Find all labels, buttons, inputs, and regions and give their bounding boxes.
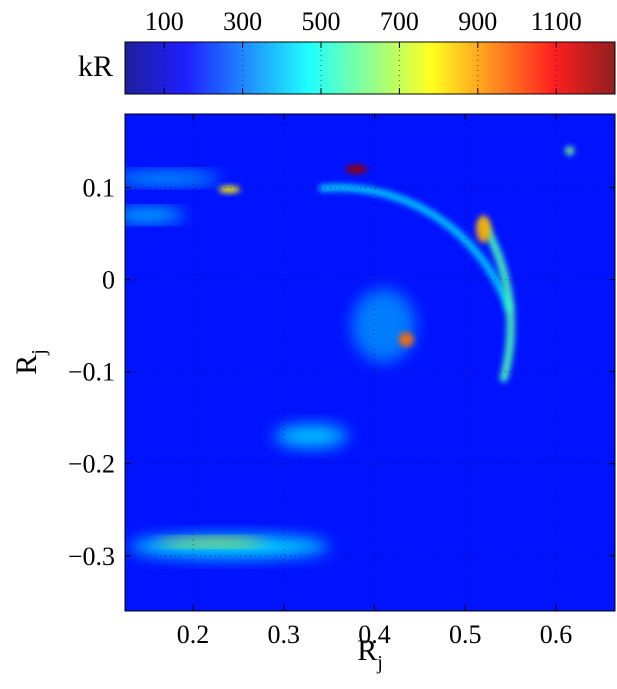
grid-lines (125, 114, 615, 611)
heatmap-background (125, 114, 615, 611)
y-tick-label: −0.2 (68, 450, 115, 479)
colorbar-label: kR (78, 50, 113, 83)
x-tick-labels: 0.2 0.3 0.4 0.5 0.6 (177, 620, 572, 649)
colorbar-tick-label: 1100 (531, 7, 582, 36)
heatmap-frame (124, 113, 616, 612)
y-tick-label: 0 (102, 266, 115, 295)
heatmap-arc (479, 220, 515, 383)
colorbar-tick-label: 900 (458, 7, 497, 36)
heatmap-features (125, 146, 575, 558)
y-tick-labels: 0.1 0 −0.1 −0.2 −0.3 (68, 174, 115, 571)
x-axis-title: Rj (357, 634, 383, 674)
x-axis-title-main: R (357, 634, 377, 667)
colorbar: 100 300 500 700 900 1100 kR (78, 7, 616, 95)
colorbar-tick-labels: 100 300 500 700 900 1100 (145, 7, 582, 36)
heatmap-blob (274, 425, 348, 448)
heatmap-blob (476, 215, 491, 243)
heatmap-blob (218, 185, 241, 194)
y-tick-label: 0.1 (83, 174, 116, 203)
x-tick-label: 0.5 (449, 620, 482, 649)
x-tick-label: 0.6 (540, 620, 573, 649)
heatmap-blob (345, 164, 368, 174)
heatmap-blob (125, 209, 184, 221)
heatmap-blob (565, 146, 575, 156)
heatmap-blob (125, 172, 221, 184)
heatmap-blob (351, 288, 416, 363)
heatmap-blob (156, 538, 266, 546)
y-tick-label: −0.1 (68, 358, 115, 387)
colorbar-tick-label: 300 (223, 7, 262, 36)
y-axis-title-sub: j (28, 349, 50, 356)
x-tick-label: 0.4 (358, 620, 391, 649)
x-tick-label: 0.3 (268, 620, 301, 649)
colorbar-tick-label: 100 (145, 7, 184, 36)
heatmap-arc (318, 183, 513, 313)
colorbar-tick-label: 700 (380, 7, 419, 36)
x-axis-title-sub: j (376, 652, 383, 674)
colorbar-ticks (163, 42, 557, 94)
svg-text:Rj: Rj (357, 634, 383, 674)
axis-ticks (125, 114, 615, 611)
colorbar-gradient (125, 42, 615, 94)
y-axis-title-main: R (10, 355, 43, 375)
colorbar-tick-label: 500 (302, 7, 341, 36)
heatmap-blob (399, 332, 414, 347)
colorbar-frame (124, 41, 616, 95)
svg-text:Rj: Rj (10, 349, 50, 375)
y-tick-label: −0.3 (68, 542, 115, 571)
x-tick-label: 0.2 (177, 620, 210, 649)
heatmap-panel: 0.2 0.3 0.4 0.5 0.6 0.1 0 −0.1 −0.2 −0.3 Rj Rj (10, 113, 616, 674)
y-axis-title: Rj (10, 349, 50, 375)
